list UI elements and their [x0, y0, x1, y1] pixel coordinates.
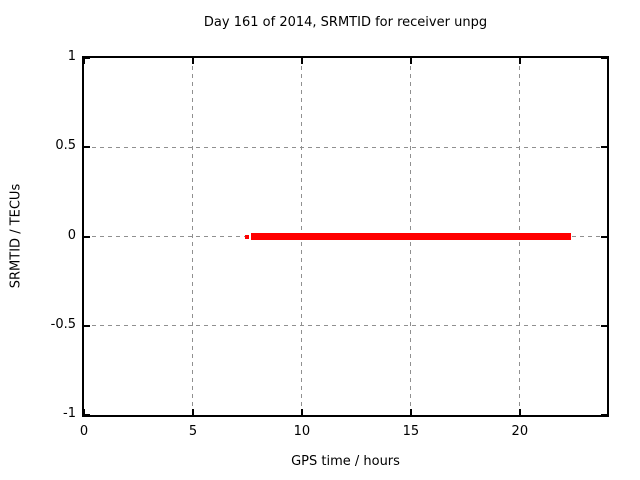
tick-label-y-0.5: 0.5 — [55, 138, 76, 154]
x-axis-label: GPS time / hours — [291, 454, 400, 469]
tick-y-right--0.5 — [601, 324, 607, 327]
tick-x-top-20 — [518, 58, 521, 64]
tick-y-left-0 — [84, 235, 90, 238]
tick-label-x-15: 15 — [402, 424, 420, 439]
tick-x-top-5 — [191, 58, 194, 64]
tick-x-bottom-15 — [409, 409, 412, 415]
tick-label-y--1: -1 — [63, 406, 76, 421]
tick-x-bottom-0 — [83, 409, 85, 415]
gridline-y--0.5 — [84, 325, 607, 327]
tick-label-x-20: 20 — [511, 424, 529, 439]
tick-x-bottom-10 — [300, 409, 303, 415]
series-line-segment — [250, 233, 572, 240]
tick-y-right-0 — [601, 235, 607, 238]
tick-y-right--1 — [601, 414, 607, 416]
tick-label-x-5: 5 — [188, 424, 198, 439]
tick-x-top-15 — [409, 58, 412, 64]
tick-label-x-0: 0 — [79, 424, 89, 439]
tick-label-y-0: 0 — [67, 227, 76, 243]
tick-x-bottom-20 — [518, 409, 521, 415]
tick-label-x-10: 10 — [293, 424, 311, 439]
tick-y-right-1 — [601, 57, 607, 59]
tick-y-left-1 — [84, 57, 90, 59]
chart-title: Day 161 of 2014, SRMTID for receiver unp… — [203, 15, 488, 30]
series-line-segment — [245, 234, 249, 239]
tick-x-top-10 — [300, 58, 303, 64]
tick-x-bottom-5 — [191, 409, 194, 415]
tick-y-left--0.5 — [84, 324, 90, 327]
tick-label-y-1: 1 — [67, 49, 76, 64]
gridline-y-0.5 — [84, 146, 607, 148]
tick-y-right-0.5 — [601, 146, 607, 149]
tick-label-y--0.5: -0.5 — [50, 316, 76, 332]
tick-x-top-0 — [83, 58, 85, 64]
plot-area: 0 5 10 15 20 -1 -0.5 0 0.5 1 — [51, 49, 609, 439]
tick-y-left--1 — [84, 414, 90, 416]
tick-y-left-0.5 — [84, 146, 90, 149]
